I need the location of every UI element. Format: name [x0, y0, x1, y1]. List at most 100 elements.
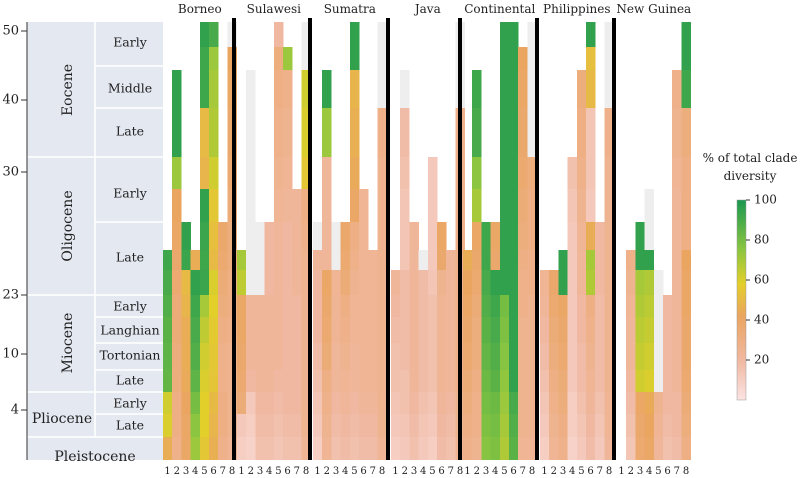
heatmap-cell: [199, 392, 210, 414]
heatmap-cell: [644, 317, 655, 343]
heatmap-cell: [246, 108, 256, 157]
heatmap-cell: [635, 250, 645, 270]
heatmap-cell: [331, 270, 341, 295]
heatmap-cell: [481, 270, 491, 295]
heatmap-cell: [246, 250, 256, 270]
heatmap-cell: [377, 47, 387, 70]
heatmap-cell: [199, 70, 210, 108]
period-label: Late: [116, 250, 144, 265]
region-title: Sulawesi: [247, 2, 301, 16]
heatmap-cell: [409, 270, 419, 295]
heatmap-cell: [340, 414, 351, 437]
heatmap-cell: [527, 370, 537, 392]
clade-number: 7: [370, 466, 376, 477]
heatmap-cell: [349, 295, 360, 317]
heatmap-cell: [499, 317, 510, 343]
clade-number: 5: [429, 466, 435, 477]
heatmap-cell: [409, 317, 419, 343]
heatmap-cell: [509, 108, 519, 157]
heatmap-cell: [190, 270, 201, 295]
heatmap-cell: [301, 437, 311, 460]
heatmap-cell: [576, 295, 587, 317]
heatmap-cell: [586, 22, 596, 47]
heatmap-cell: [218, 270, 228, 295]
heatmap-cell: [283, 370, 293, 392]
heatmap-cell: [218, 222, 228, 250]
heatmap-cell: [427, 392, 438, 414]
heatmap-cell: [540, 317, 550, 343]
heatmap-cell: [359, 189, 369, 222]
heatmap-cell: [273, 343, 284, 370]
region-title: Sumatra: [324, 2, 376, 16]
heatmap-cell: [626, 343, 636, 370]
heatmap-cell: [313, 222, 323, 250]
heatmap-cell: [301, 270, 311, 295]
heatmap-cell: [472, 392, 482, 414]
heatmap-cell: [644, 414, 655, 437]
heatmap-cell: [672, 414, 682, 437]
heatmap-cell: [368, 295, 378, 317]
region-title: Java: [413, 2, 441, 16]
heatmap-cell: [527, 343, 537, 370]
heatmap-cell: [199, 270, 210, 295]
clade-number: 7: [674, 466, 680, 477]
heatmap-cell: [558, 437, 568, 460]
clade-number: 2: [551, 466, 557, 477]
heatmap-cell: [681, 317, 691, 343]
heatmap-cell: [499, 392, 510, 414]
heatmap-cell: [190, 414, 201, 437]
heatmap-cell: [663, 370, 673, 392]
heatmap-cell: [190, 437, 201, 460]
clade-number: 2: [402, 466, 408, 477]
heatmap-cell: [377, 414, 387, 437]
heatmap-cell: [190, 392, 201, 414]
heatmap-cell: [427, 414, 438, 437]
heatmap-cell: [490, 222, 501, 250]
heatmap-cell: [427, 295, 438, 317]
heatmap-cell: [218, 295, 228, 317]
heatmap-cell: [518, 157, 528, 189]
heatmap-cell: [264, 250, 275, 270]
heatmap-cell: [681, 189, 691, 222]
heatmap-cell: [509, 22, 519, 47]
heatmap-cell: [283, 250, 293, 270]
heatmap-cell: [635, 343, 645, 370]
heatmap-cell: [604, 295, 614, 317]
heatmap-cell: [604, 414, 614, 437]
heatmap-cell: [635, 317, 645, 343]
heatmap-cell: [446, 270, 456, 295]
heatmap-cell: [586, 47, 596, 70]
heatmap-cell: [400, 70, 410, 108]
heatmap-cell: [586, 370, 596, 392]
heatmap-cell: [472, 189, 482, 222]
heatmap-cell: [576, 270, 587, 295]
heatmap-cell: [209, 250, 219, 270]
heatmap-cell: [558, 270, 568, 295]
heatmap-cell: [490, 343, 501, 370]
heatmap-cell: [499, 295, 510, 317]
heatmap-cell: [437, 295, 447, 317]
heatmap-cell: [635, 370, 645, 392]
heatmap-cell: [540, 343, 550, 370]
heatmap-cell: [576, 222, 587, 250]
region-title: New Guinea: [616, 2, 691, 16]
heatmap-cell: [527, 157, 537, 189]
heatmap-cell: [359, 270, 369, 295]
heatmap-cell: [509, 317, 519, 343]
heatmap-cell: [391, 414, 401, 437]
heatmap-cell: [472, 437, 482, 460]
heatmap-cell: [527, 437, 537, 460]
heatmap-cell: [567, 270, 578, 295]
heatmap-cell: [576, 108, 587, 157]
heatmap-cell: [273, 222, 284, 250]
heatmap-cell: [209, 222, 219, 250]
heatmap-cell: [172, 108, 182, 157]
heatmap-cell: [301, 317, 311, 343]
clade-number: 2: [474, 466, 480, 477]
heatmap-cell: [681, 70, 691, 108]
heatmap-cell: [527, 414, 537, 437]
heatmap-cell: [586, 70, 596, 108]
clade-number: 7: [220, 466, 226, 477]
heatmap-cell: [549, 392, 559, 414]
heatmap-cell: [163, 414, 173, 437]
